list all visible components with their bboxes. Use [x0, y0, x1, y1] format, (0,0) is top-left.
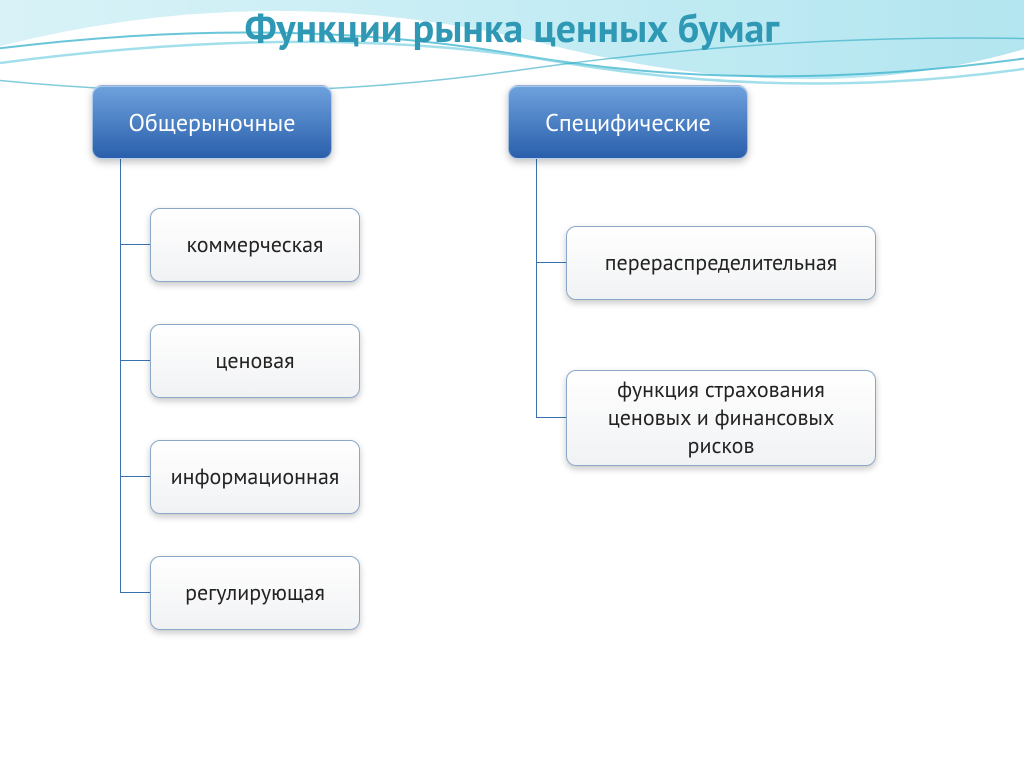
- parent-box-specific: Специфические: [508, 85, 748, 159]
- child-box-general-0: коммерческая: [150, 208, 360, 282]
- connector-spine: [120, 169, 121, 593]
- child-label: функция страхования ценовых и финансовых…: [581, 376, 861, 460]
- child-label: перераспределительная: [605, 249, 837, 277]
- parent-box-general: Общерыночные: [92, 85, 332, 159]
- connector-spine: [536, 169, 537, 418]
- child-label: коммерческая: [186, 231, 323, 259]
- connector-elbow: [536, 262, 566, 263]
- child-box-general-2: информационная: [150, 440, 360, 514]
- child-box-general-3: регулирующая: [150, 556, 360, 630]
- connector-elbow: [120, 244, 150, 245]
- parent-label: Специфические: [545, 107, 711, 138]
- parent-label: Общерыночные: [129, 107, 296, 138]
- connector-drop: [536, 159, 537, 169]
- connector-elbow: [120, 592, 150, 593]
- page-title: Функции рынка ценных бумаг: [0, 2, 1024, 54]
- connector-elbow: [120, 476, 150, 477]
- child-box-specific-0: перераспределительная: [566, 226, 876, 300]
- child-label: информационная: [171, 463, 340, 491]
- child-box-specific-1: функция страхования ценовых и финансовых…: [566, 370, 876, 466]
- connector-elbow: [120, 360, 150, 361]
- child-label: регулирующая: [185, 579, 325, 607]
- connector-drop: [120, 159, 121, 169]
- child-label: ценовая: [215, 347, 294, 375]
- child-box-general-1: ценовая: [150, 324, 360, 398]
- connector-elbow: [536, 417, 566, 418]
